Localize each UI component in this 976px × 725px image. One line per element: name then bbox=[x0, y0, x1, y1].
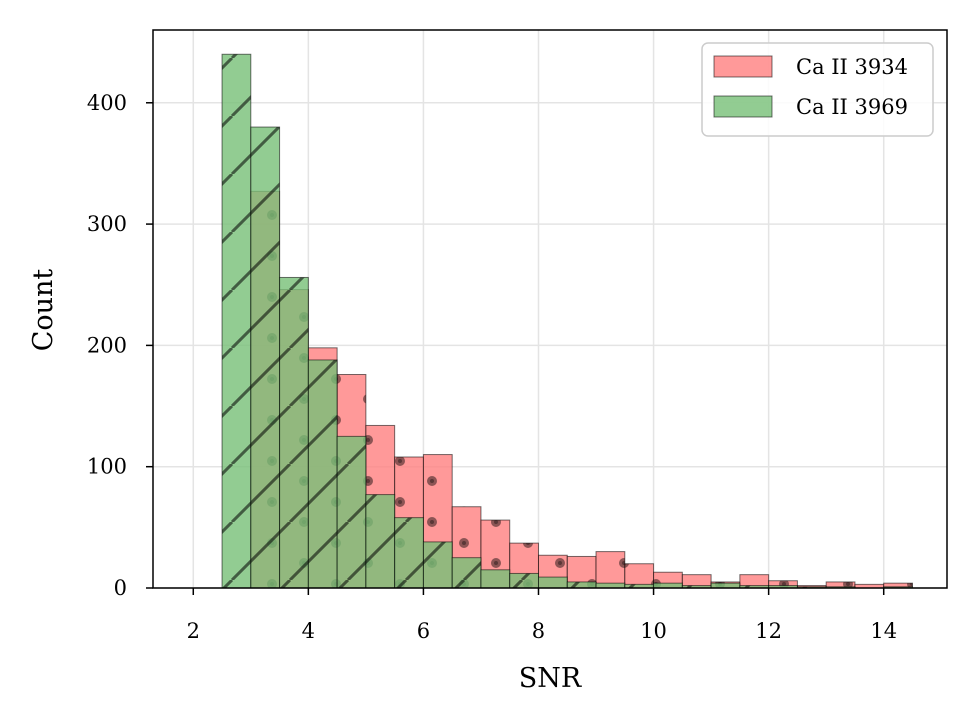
bar-hatch-ca-ii-3934 bbox=[595, 551, 626, 589]
bar-hatch-ca-ii-3969 bbox=[250, 126, 281, 589]
x-tick-label: 8 bbox=[532, 619, 545, 643]
bar-hatch-ca-ii-3969 bbox=[451, 557, 482, 589]
y-tick-label: 0 bbox=[114, 576, 127, 600]
bar-hatch-ca-ii-3969 bbox=[566, 581, 597, 589]
y-tick-label: 400 bbox=[87, 91, 127, 115]
bar-hatch-ca-ii-3969 bbox=[480, 569, 511, 589]
x-tick-label: 12 bbox=[755, 619, 782, 643]
legend-label-ca-ii-3934: Ca II 3934 bbox=[796, 55, 908, 79]
x-axis-ticks: 2 4 6 8 10 12 14 bbox=[187, 588, 897, 643]
legend-swatch-ca-ii-3969 bbox=[713, 95, 773, 118]
bar-hatch-ca-ii-3969 bbox=[365, 494, 396, 589]
x-tick-label: 4 bbox=[302, 619, 315, 643]
x-tick-label: 10 bbox=[640, 619, 667, 643]
legend: Ca II 3934 Ca II 3969 bbox=[701, 42, 934, 137]
bar-hatch-ca-ii-3969 bbox=[279, 276, 309, 589]
bar-hatch-ca-ii-3969 bbox=[509, 572, 539, 589]
bar-hatch-ca-ii-3969 bbox=[221, 53, 252, 589]
bar-hatch-ca-ii-3969 bbox=[422, 541, 453, 589]
y-axis-label: Count bbox=[28, 269, 59, 352]
bar-hatch-ca-ii-3969 bbox=[537, 576, 568, 589]
bar-hatch-ca-ii-3969 bbox=[336, 435, 367, 589]
bar-hatch-ca-ii-3969 bbox=[394, 517, 424, 589]
x-tick-label: 2 bbox=[187, 619, 200, 643]
bar-hatch-ca-ii-3969 bbox=[307, 359, 338, 589]
y-tick-label: 300 bbox=[87, 212, 127, 236]
y-tick-label: 100 bbox=[87, 455, 127, 479]
legend-swatch-ca-ii-3934 bbox=[713, 55, 773, 78]
legend-label-ca-ii-3969: Ca II 3969 bbox=[796, 95, 908, 119]
series-ca-ii-3969-bars bbox=[221, 53, 913, 589]
x-tick-label: 14 bbox=[870, 619, 897, 643]
x-axis-label: SNR bbox=[519, 663, 582, 694]
x-tick-label: 6 bbox=[417, 619, 430, 643]
y-tick-label: 200 bbox=[87, 333, 127, 357]
y-axis-ticks: 0 100 200 300 400 bbox=[87, 91, 153, 600]
plot-frame bbox=[152, 29, 948, 589]
